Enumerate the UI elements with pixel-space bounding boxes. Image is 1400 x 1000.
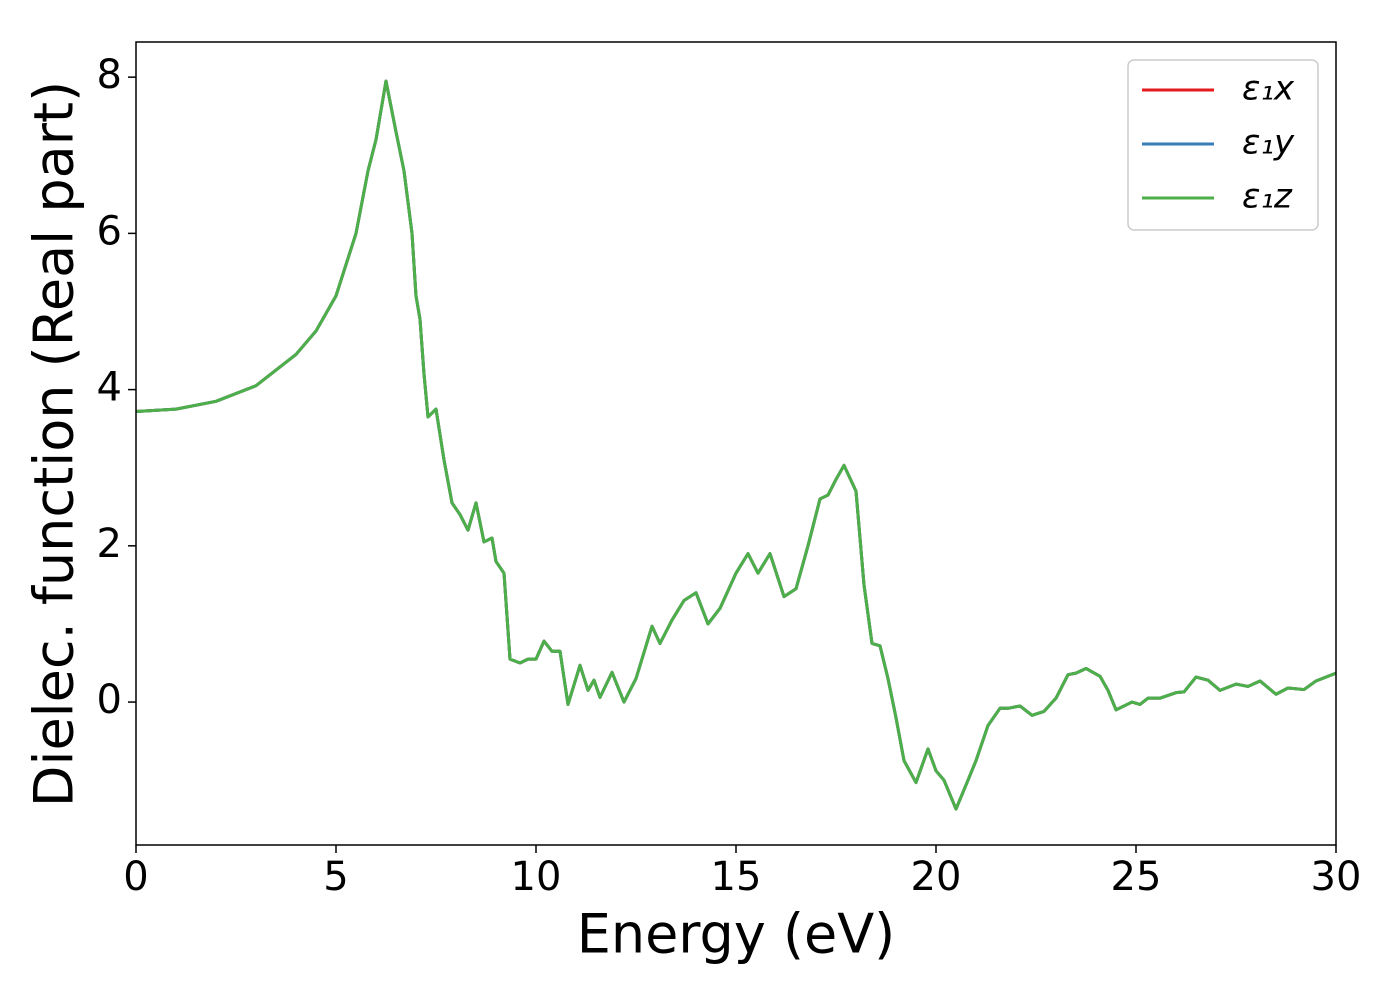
x-tick-label: 20 [911, 854, 962, 900]
x-axis-label: Energy (eV) [577, 903, 896, 966]
x-tick-label: 15 [711, 854, 762, 900]
plot-frame [135, 41, 1337, 846]
x-tick-label: 10 [511, 854, 562, 900]
legend-box [1127, 59, 1319, 231]
x-tick-label: 5 [323, 854, 348, 900]
y-axis-label: Dielec. function (Real part) [23, 81, 86, 807]
x-tick-label: 30 [1311, 854, 1362, 900]
legend-label: ε₁z [1242, 177, 1293, 217]
x-tick-label: 25 [1111, 854, 1162, 900]
x-tick-label: 0 [123, 854, 148, 900]
y-tick-label: 6 [97, 208, 122, 254]
y-tick-label: 2 [97, 521, 122, 567]
series-line [136, 79, 1336, 811]
y-tick-label: 4 [97, 365, 122, 411]
y-tick-label: 8 [97, 52, 122, 98]
legend-label: ε₁y [1242, 123, 1295, 163]
y-tick-label: 0 [97, 677, 122, 723]
legend-label: ε₁x [1242, 69, 1295, 109]
